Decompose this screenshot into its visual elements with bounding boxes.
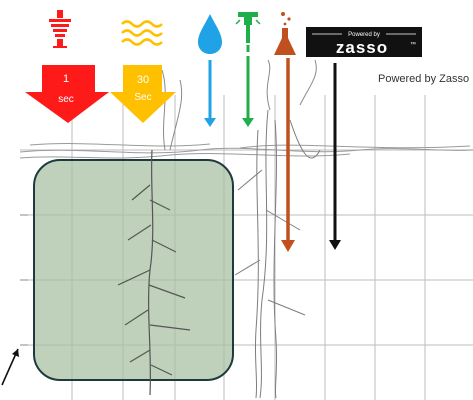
logo-trademark: ™ (410, 41, 416, 48)
taproot (117, 149, 191, 396)
chemical-depth-arrow (281, 58, 295, 252)
axis-ticks (20, 214, 28, 346)
powered-by-caption: Powered by Zasso (378, 73, 470, 85)
yellow-arrow-time-value: 30 (137, 74, 149, 86)
red-arrow-time-value: 1 (63, 73, 69, 85)
water-drop-icon (198, 14, 222, 54)
surface-roots (19, 143, 473, 159)
zasso-logo: Powered by zasso ™ (306, 27, 422, 57)
yellow-arrow-time-unit: Sec (134, 92, 151, 103)
heat-waves-icon (121, 20, 163, 46)
root-zone-box (33, 159, 234, 381)
logo-powered-by-text: Powered by (348, 32, 380, 38)
logo-brand-text: zasso (336, 38, 388, 57)
deep-root-system (234, 109, 321, 399)
yellow-treatment-arrow (110, 65, 176, 123)
pointer-arrow (1, 348, 19, 386)
spray-nozzle-icon (235, 12, 261, 52)
sprayer-depth-arrow (242, 56, 254, 127)
water-depth-arrow (204, 60, 216, 127)
plant-sprouts (161, 59, 317, 151)
chemical-flask-icon (274, 12, 296, 55)
electric-heat-coil-icon (49, 10, 71, 48)
zasso-depth-arrow (329, 63, 341, 250)
red-treatment-arrow (25, 65, 109, 123)
red-arrow-time-unit: sec (58, 94, 74, 105)
